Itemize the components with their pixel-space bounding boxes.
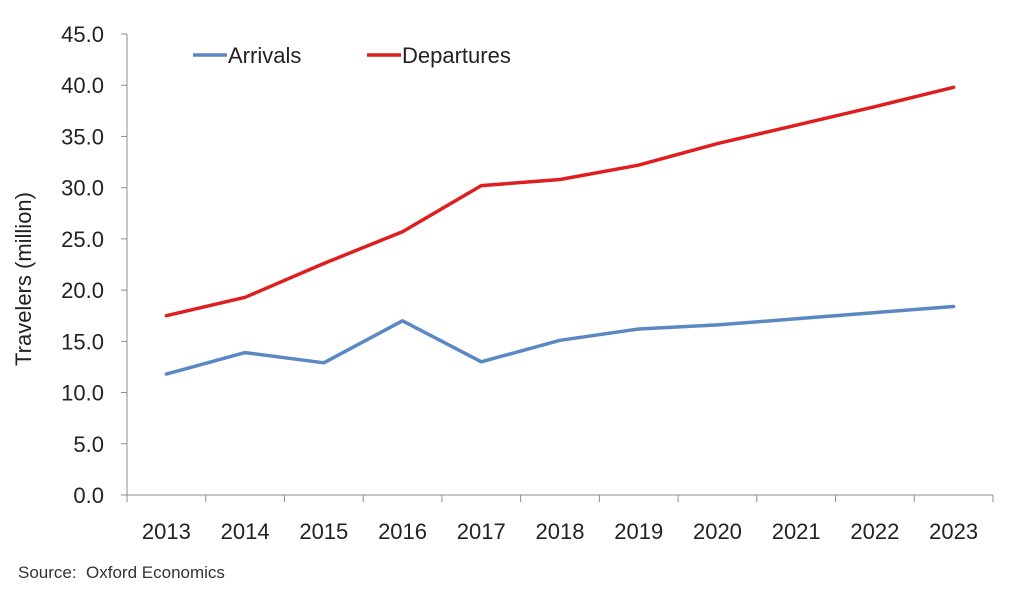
y-tick-label: 40.0 (61, 73, 104, 98)
y-axis-tick-labels: 0.0 5.0 10.0 15.0 20.0 25.0 30.0 35.0 40.0 45.0 (61, 22, 104, 508)
series-lines (164, 85, 956, 376)
y-tick-label: 25.0 (61, 227, 104, 252)
y-tick-label: 15.0 (61, 329, 104, 354)
x-tick-label: 2022 (850, 519, 899, 544)
x-tick-label: 2015 (299, 519, 348, 544)
y-tick-label: 45.0 (61, 22, 104, 47)
x-tick-label: 2019 (614, 519, 663, 544)
series-line-arrivals (164, 304, 956, 376)
x-tick-label: 2018 (536, 519, 585, 544)
legend-label-arrivals: Arrivals (228, 43, 301, 68)
y-tick-label: 20.0 (61, 278, 104, 303)
series-line-departures (164, 85, 956, 318)
x-tick-label: 2016 (378, 519, 427, 544)
source-note: Source: Oxford Economics (18, 563, 225, 582)
legend: Arrivals Departures (193, 43, 511, 68)
y-tick-label: 0.0 (73, 483, 104, 508)
x-tick-label: 2020 (693, 519, 742, 544)
y-axis-title: Travelers (million) (11, 192, 36, 366)
x-tick-label: 2021 (772, 519, 821, 544)
axes (121, 33, 994, 502)
y-tick-label: 30.0 (61, 176, 104, 201)
x-tick-label: 2014 (221, 519, 270, 544)
y-tick-label: 10.0 (61, 381, 104, 406)
y-tick-label: 35.0 (61, 124, 104, 149)
y-tick-label: 5.0 (73, 432, 104, 457)
x-tick-label: 2017 (457, 519, 506, 544)
x-axis-tick-labels: 2013 2014 2015 2016 2017 2018 2019 2020 2021 2022… (142, 519, 978, 544)
legend-label-departures: Departures (402, 43, 511, 68)
x-tick-label: 2013 (142, 519, 191, 544)
x-tick-label: 2023 (929, 519, 978, 544)
